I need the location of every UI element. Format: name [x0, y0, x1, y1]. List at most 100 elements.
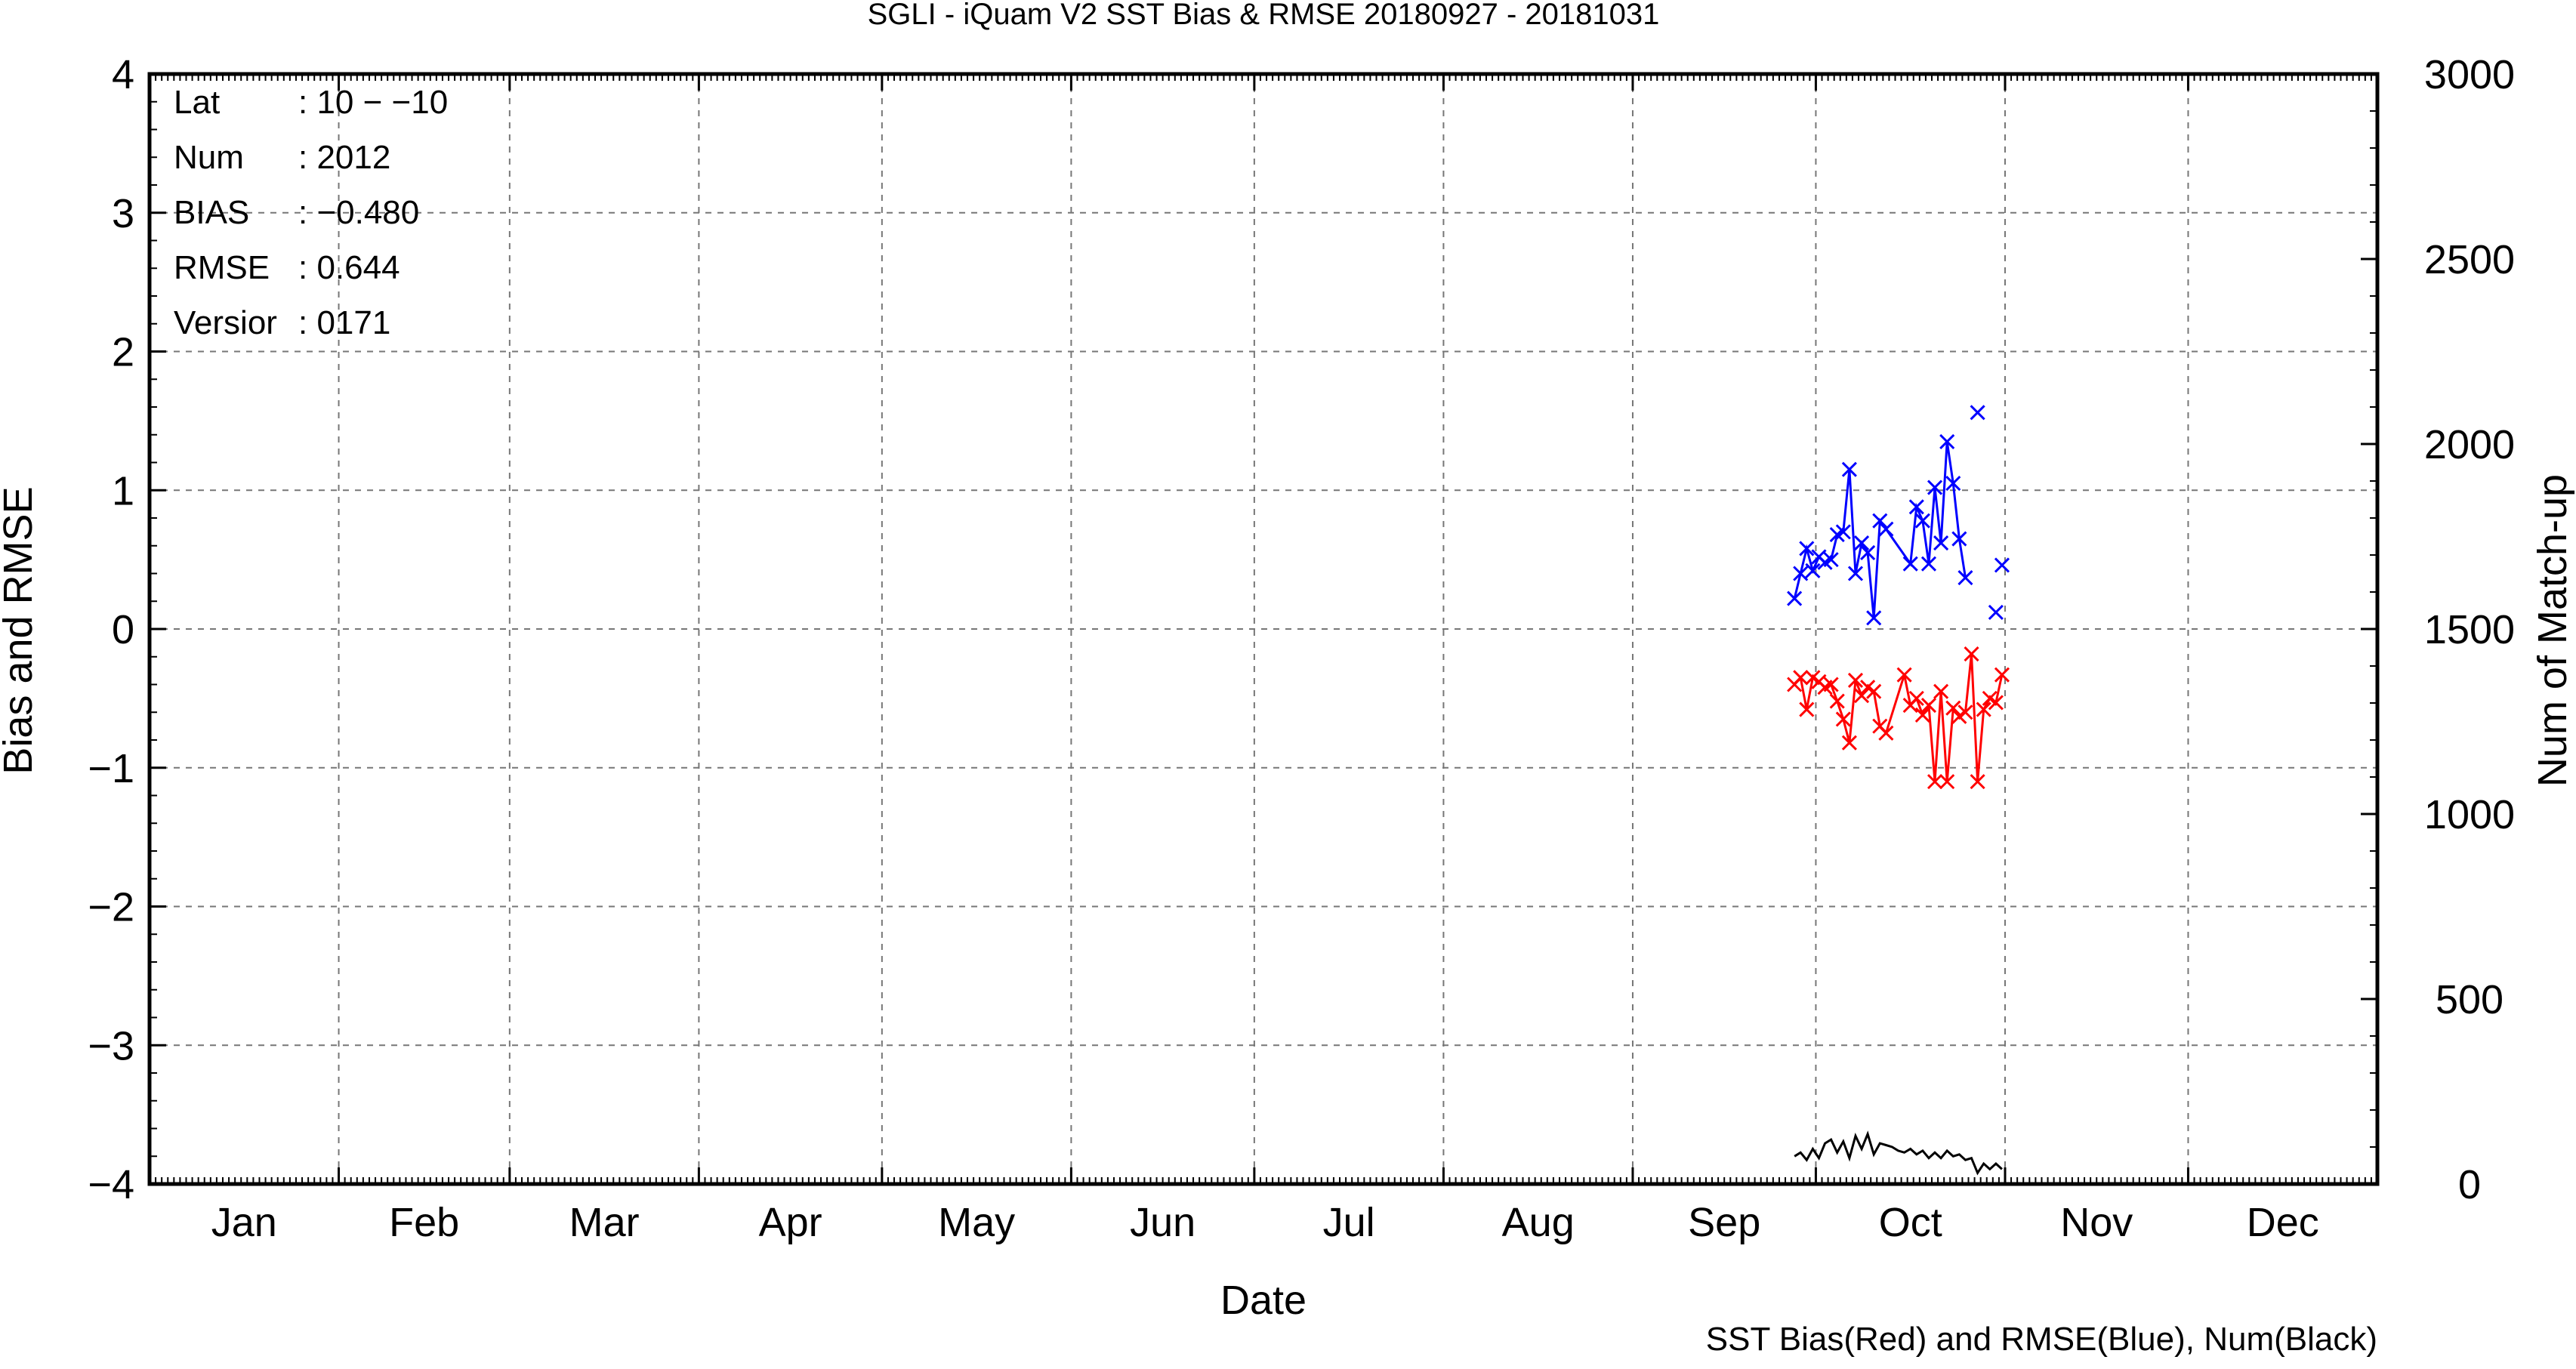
series-1-point: [1988, 695, 2004, 711]
left-y-tick-labels: −4 −3 −2 −1 0 1 2 3 4: [88, 52, 134, 1207]
stat-label: Versior: [174, 304, 277, 341]
y-left-tick-label: −2: [88, 885, 134, 930]
stat-label: BIAS: [174, 194, 249, 231]
series-1-point: [1866, 683, 1882, 699]
stat-value: : −0.480: [298, 194, 419, 231]
stat-value: : 0.644: [298, 249, 400, 286]
y-left-tick-label: −4: [88, 1162, 134, 1207]
series-1-point: [1964, 646, 1979, 662]
series-0-point: [1866, 610, 1882, 626]
grid-lines: [150, 74, 2377, 1184]
y-left-tick-label: 2: [112, 330, 134, 375]
month-label: Jul: [1323, 1200, 1375, 1245]
series-1-point: [1939, 774, 1955, 790]
y-left-tick-label: 1: [112, 468, 134, 513]
stat-label: RMSE: [174, 249, 270, 286]
series-1-point: [1878, 725, 1894, 741]
month-label: Oct: [1879, 1200, 1942, 1245]
y-left-tick-label: 3: [112, 191, 134, 236]
y-right-tick-label: 1000: [2424, 792, 2515, 837]
chart-title: SGLI - iQuam V2 SST Bias & RMSE 20180927…: [868, 0, 1660, 31]
series-1-point: [1976, 701, 1991, 717]
x-tick-labels: Jan Feb Mar Apr May Jun Jul Aug Sep Oct Nov Dec: [211, 1200, 2319, 1245]
series-1-point: [1927, 774, 1943, 790]
month-label: Mar: [569, 1200, 640, 1245]
series-1-point: [1799, 701, 1815, 717]
y-left-tick-label: −1: [88, 746, 134, 791]
series-2-line: [1794, 1130, 2003, 1176]
y-right-tick-label: 3000: [2424, 52, 2515, 97]
series-layer: [1787, 405, 2010, 1176]
series-0-point: [1860, 544, 1876, 560]
series-0-point: [1902, 556, 1918, 572]
series-1-point: [1908, 690, 1924, 706]
series-0-point: [1823, 552, 1839, 568]
series-1-point: [1933, 683, 1949, 699]
right-y-tick-labels: 0 500 1000 1500 2000 2500 3000: [2424, 52, 2515, 1207]
series-0-point: [1908, 499, 1924, 515]
series-0-point: [1933, 535, 1949, 551]
month-label: Jan: [211, 1200, 277, 1245]
y-left-tick-label: −3: [88, 1023, 134, 1068]
series-1-point: [1994, 667, 2010, 683]
series-0-point: [1945, 476, 1961, 492]
series-0-point: [1847, 566, 1864, 581]
series-1-point: [1793, 670, 1809, 686]
series-0-point: [1853, 535, 1870, 551]
month-label: Sep: [1688, 1200, 1760, 1245]
y-right-tick-label: 500: [2436, 977, 2504, 1022]
series-1-point: [1914, 707, 1930, 723]
series-0-point: [1793, 566, 1809, 581]
series-0-point: [1939, 433, 1955, 449]
series-0-point: [1951, 531, 1967, 547]
series-0-point: [1988, 604, 2004, 621]
right-y-axis-label: Num of Match-up: [2530, 474, 2575, 787]
series-0-point: [1914, 513, 1930, 529]
series-1-point: [1823, 677, 1839, 692]
month-label: Feb: [389, 1200, 459, 1245]
month-label: Apr: [759, 1200, 822, 1245]
y-right-tick-label: 2500: [2424, 237, 2515, 282]
series-0-point: [1872, 513, 1888, 529]
month-label: Aug: [1502, 1200, 1575, 1245]
series-0-point: [1970, 405, 1985, 421]
series-1-point: [1847, 672, 1864, 689]
month-label: Nov: [2060, 1200, 2133, 1245]
series-0-point: [1799, 541, 1815, 557]
series-1-point: [1853, 688, 1870, 704]
series-0-point: [1920, 556, 1937, 572]
series-1-point: [1841, 735, 1857, 751]
series-1-point: [1835, 711, 1851, 727]
y-right-tick-label: 0: [2458, 1162, 2481, 1207]
y-right-tick-label: 2000: [2424, 422, 2515, 467]
series-1-point: [1829, 693, 1845, 709]
stats-box: Lat : 10 − −10 Num : 2012 BIAS : −0.480 RMSE : …: [174, 84, 448, 341]
series-0-point: [1878, 521, 1894, 537]
month-label: May: [938, 1200, 1015, 1245]
series-0-point: [1994, 557, 2010, 573]
x-axis-label: Date: [1220, 1278, 1307, 1323]
month-label: Jun: [1130, 1200, 1195, 1245]
y-left-tick-label: 4: [112, 52, 134, 97]
month-label: Dec: [2247, 1200, 2319, 1245]
series-1-point: [1957, 705, 1973, 720]
series-1-point: [1945, 700, 1961, 716]
stat-label: Lat: [174, 84, 220, 121]
series-0-point: [1805, 563, 1821, 578]
y-left-tick-label: 0: [112, 607, 134, 652]
y-right-tick-label: 1500: [2424, 607, 2515, 652]
left-y-axis-label: Bias and RMSE: [0, 486, 41, 774]
chart-caption: SST Bias(Red) and RMSE(Blue), Num(Black): [1706, 1321, 2377, 1358]
series-0-point: [1835, 524, 1851, 540]
series-0-point: [1957, 569, 1973, 586]
stat-label: Num: [174, 139, 244, 176]
stat-value: : 0171: [298, 304, 390, 341]
stat-value: : 10 − −10: [298, 84, 448, 121]
stat-value: : 2012: [298, 139, 390, 176]
series-0-line: [1793, 441, 1967, 618]
series-1-point: [1970, 774, 1985, 790]
plot-frame: [147, 72, 2380, 1186]
series-0-point: [1927, 479, 1943, 495]
series-0-point: [1841, 461, 1857, 477]
